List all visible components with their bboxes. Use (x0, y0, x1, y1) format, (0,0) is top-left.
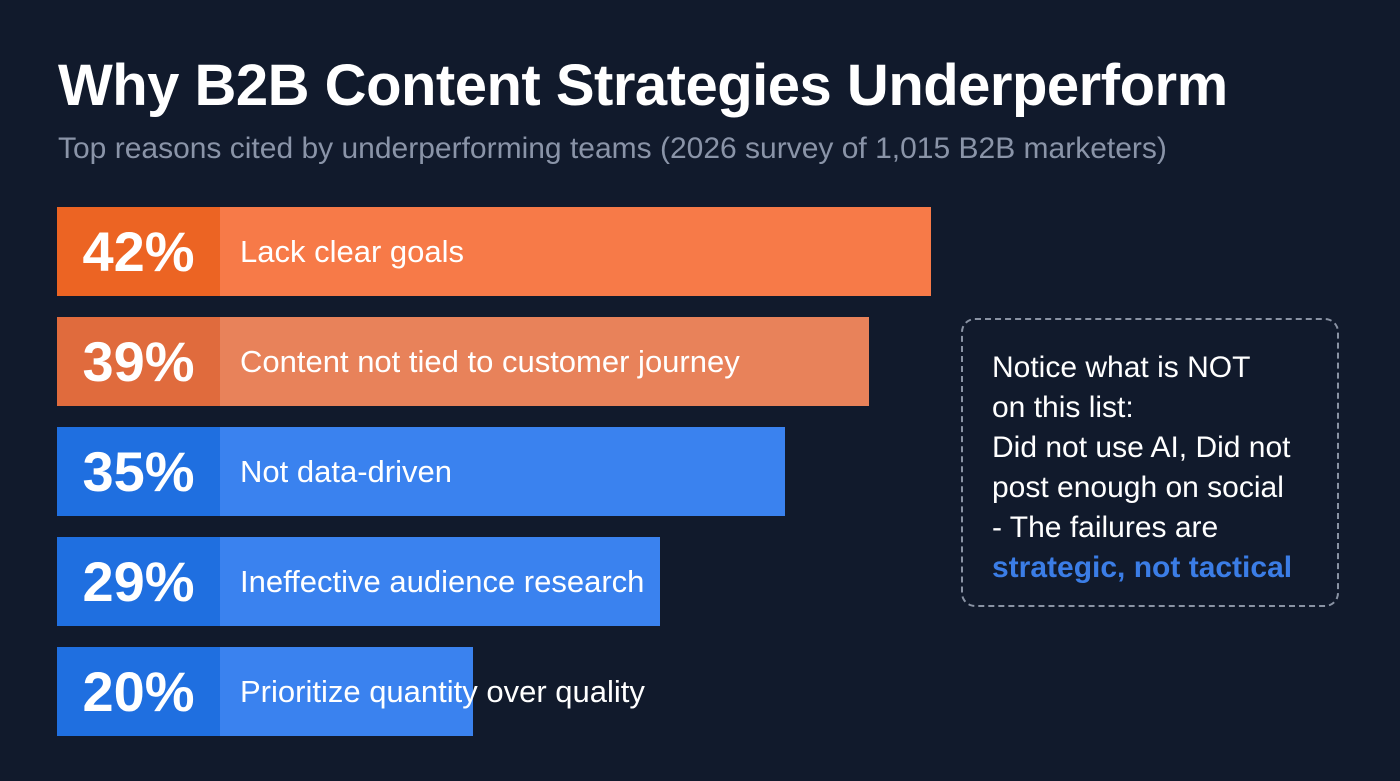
chart-title: Why B2B Content Strategies Underperform (58, 53, 1228, 118)
callout-line: Notice what is NOT (992, 351, 1251, 384)
chart-subtitle: Top reasons cited by underperforming tea… (58, 132, 1167, 165)
callout-line: - The failures are (992, 511, 1219, 544)
bar-row: 42% Lack clear goals (57, 207, 931, 296)
bar-value: 42% (57, 207, 220, 296)
bar-value: 29% (57, 537, 220, 626)
bar-value: 35% (57, 427, 220, 516)
callout-line: post enough on social (992, 471, 1284, 504)
bar-label: Lack clear goals (240, 233, 465, 269)
bar-label: Ineffective audience research (240, 563, 645, 599)
bar-value: 39% (57, 317, 220, 406)
callout-highlight: strategic, not tactical (992, 551, 1293, 584)
bar-row: 29% Ineffective audience research (57, 537, 660, 626)
bar-row: 39% Content not tied to customer journey (57, 317, 869, 406)
bar-label: Content not tied to customer journey (240, 343, 740, 379)
bar-label: Prioritize quantity over quality (240, 673, 645, 709)
callout-line: on this list: (992, 391, 1134, 424)
bar-row: 35% Not data-driven (57, 427, 785, 516)
bar-label: Not data-driven (240, 453, 452, 489)
callout-box: Notice what is NOT on this list: Did not… (961, 318, 1339, 607)
callout-line: Did not use AI, Did not (992, 431, 1291, 464)
bar-row: 20% Prioritize quantity over quality (57, 647, 645, 736)
bar-value: 20% (57, 647, 220, 736)
